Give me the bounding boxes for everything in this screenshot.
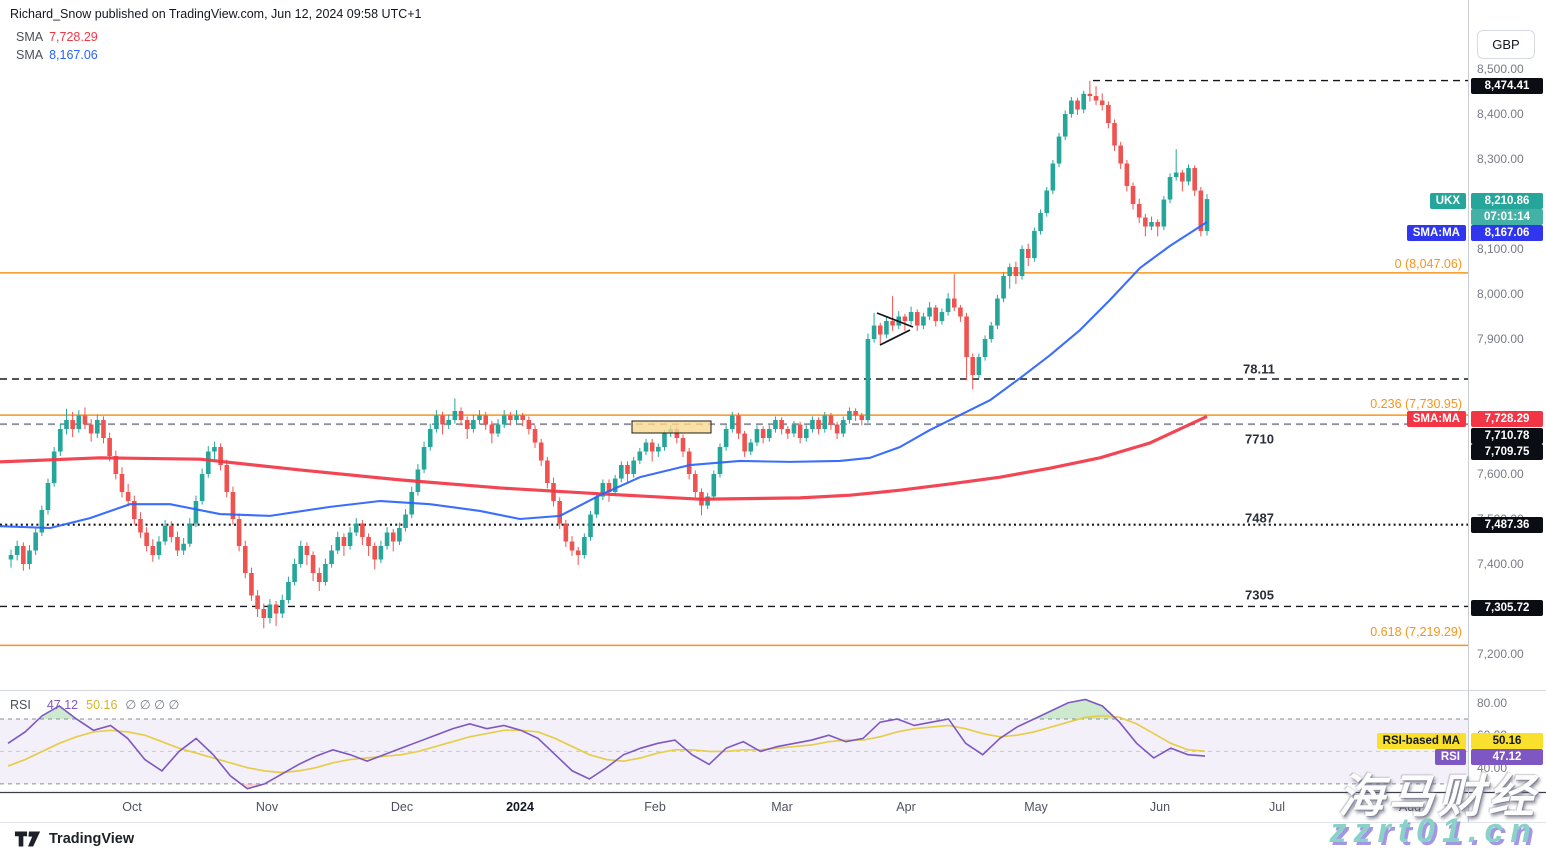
indicator-label: SMA [16,48,44,62]
time-tick[interactable]: Jul [1269,800,1285,814]
price-tick[interactable]: 8,100.00 [1477,242,1524,257]
price-tick[interactable]: 7,600.00 [1477,467,1524,482]
pennant-drawing [876,312,914,346]
sma-slow-legend[interactable]: SMA 7,728.29 [16,30,98,44]
pane-separators [0,0,1546,823]
axis-tag-rsi: RSI [1434,749,1466,765]
rsi-pane [0,698,1468,790]
time-tick[interactable]: May [1024,800,1048,814]
axis-price-label: 8,210.86 [1471,193,1543,209]
time-tick[interactable]: 2024 [506,800,534,814]
time-tick[interactable]: Oct [122,800,142,814]
time-tick[interactable]: Jun [1149,800,1171,814]
fib-level-label: 0.236 (7,730.95) [1370,397,1462,411]
price-tick[interactable]: 8,300.00 [1477,152,1524,167]
axis-price-label: 7,728.29 [1471,411,1543,427]
rsi-ma-line [7,714,1206,774]
candlestick-series [8,80,1210,629]
fib-retracement-lines [0,272,1468,647]
price-tick[interactable]: 7,400.00 [1477,557,1524,571]
axis-price-label: 7,710.78 [1471,428,1543,444]
time-tick[interactable]: Aug [1398,800,1422,814]
axis-tag-sma-ma: SMA:MA [1406,411,1466,427]
rsi-title: RSI [10,698,31,712]
axis-price-label: 7,305.72 [1471,600,1543,616]
level-price-label: 78.11 [1243,361,1275,377]
axis-tag-ukx: UKX [1429,193,1466,209]
fib-level-label: 0.618 (7,219.29) [1370,625,1462,639]
level-price-label: 7305 [1245,587,1274,603]
price-tick[interactable]: 7,900.00 [1477,332,1524,347]
axis-price-label: 8,167.06 [1471,225,1543,241]
attribution-text: Richard_Snow published on TradingView.co… [10,7,422,21]
rsi-indicator-header[interactable]: RSI 47.12 50.16 ∅ ∅ ∅ ∅ [10,697,187,712]
highlight-zone-box[interactable] [631,420,712,434]
rsi-tick[interactable]: 80.00 [1477,695,1508,710]
axis-price-label: 47.12 [1471,749,1543,765]
axis-price-label: 7,487.36 [1471,517,1543,533]
rsi-ma-value: 50.16 [86,698,118,712]
level-price-label: 7710 [1245,431,1274,447]
axis-price-label: 50.16 [1471,733,1543,749]
currency-button[interactable]: GBP [1477,30,1535,59]
watermark-url: zzrt01.cn [1329,812,1538,850]
sma-overlays [0,221,1208,530]
indicator-value: 8,167.06 [49,48,98,62]
time-tick[interactable]: Nov [255,800,279,814]
tradingview-logo-icon [14,831,41,847]
sma-fast-legend[interactable]: SMA 8,167.06 [16,48,98,62]
tradingview-logo-text: TradingView [49,831,135,847]
time-tick[interactable]: Feb [644,800,666,814]
axis-tag-sma-ma: SMA:MA [1406,225,1466,241]
level-price-label: 7487 [1245,510,1274,526]
fib-level-label: 0 (8,047.06) [1394,257,1462,271]
tradingview-logo[interactable]: TradingView [14,830,134,848]
axis-price-label: 8,474.41 [1471,78,1543,94]
watermark-cn: 海马财经 [1338,770,1538,822]
rsi-value: 47.12 [46,698,79,712]
time-tick[interactable]: Apr [896,800,916,814]
time-tick[interactable]: Dec [390,800,414,814]
indicator-label: SMA [16,30,44,44]
rsi-line [7,698,1206,790]
time-tick[interactable]: Mar [771,800,793,814]
axis-price-label: 07:01:14 [1471,209,1543,225]
axis-price-label: 7,709.75 [1471,444,1543,460]
indicator-value: 7,728.29 [49,30,98,44]
price-tick[interactable]: 8,500.00 [1477,62,1524,77]
axis-tag-rsi-based-ma: RSI-based MA [1376,733,1466,749]
rsi-params: ∅ ∅ ∅ ∅ [125,698,180,712]
level-lines [0,79,1468,608]
price-tick[interactable]: 8,400.00 [1477,107,1524,122]
price-tick[interactable]: 8,000.00 [1477,287,1524,302]
price-tick[interactable]: 7,200.00 [1477,647,1524,661]
